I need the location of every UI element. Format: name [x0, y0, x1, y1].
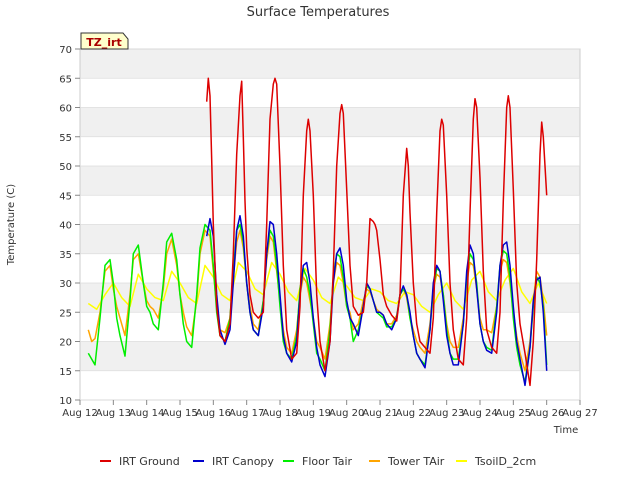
series-line-3 — [87, 229, 548, 372]
x-tick-label: Aug 21 — [362, 408, 397, 419]
x-tick-label: Aug 16 — [196, 408, 231, 419]
y-tick-label: 20 — [59, 338, 72, 349]
x-tick-label: Aug 14 — [129, 408, 164, 419]
legend-label: IRT Ground — [119, 455, 180, 468]
x-tick-label: Aug 15 — [162, 408, 197, 419]
x-tick-label: Aug 27 — [562, 408, 597, 419]
y-tick-label: 40 — [59, 221, 72, 232]
plot-band — [80, 224, 580, 254]
legend: IRT Ground IRT Canopy Floor Tair Tower TAir… — [100, 455, 536, 468]
y-axis-ticks: 10 15 20 25 30 35 40 45 50 55 60 65 70 — [59, 45, 80, 407]
plot-band — [80, 107, 580, 137]
series-lines — [87, 77, 548, 387]
y-tick-label: 65 — [59, 74, 72, 85]
plot-band — [80, 78, 580, 108]
x-tick-label: Aug 22 — [396, 408, 431, 419]
annotation-text: TZ_irt — [86, 36, 121, 49]
x-tick-label: Aug 13 — [96, 408, 131, 419]
y-tick-label: 50 — [59, 162, 72, 173]
plot-band — [80, 136, 580, 166]
y-tick-label: 30 — [59, 279, 72, 290]
plot-band — [80, 370, 580, 400]
legend-label: Tower TAir — [387, 455, 445, 468]
annotation-tag-shape — [80, 32, 129, 50]
x-tick-label: Aug 26 — [529, 408, 564, 419]
x-tick-label: Aug 19 — [296, 408, 331, 419]
legend-label: IRT Canopy — [212, 455, 274, 468]
y-tick-label: 10 — [59, 396, 72, 407]
plot-band — [80, 253, 580, 283]
y-tick-label: 55 — [59, 133, 72, 144]
plot-band — [80, 166, 580, 196]
y-tick-label: 15 — [59, 367, 72, 378]
y-tick-label: 35 — [59, 250, 72, 261]
x-tick-label: Aug 24 — [462, 408, 497, 419]
y-tick-label: 60 — [59, 104, 72, 115]
chart-title: Surface Temperatures — [247, 5, 390, 20]
series-line-4 — [87, 261, 548, 314]
legend-label: Floor Tair — [302, 455, 353, 468]
x-tick-label: Aug 20 — [329, 408, 364, 419]
x-tick-label: Aug 18 — [262, 408, 297, 419]
annotation-box: TZ_irt — [80, 32, 129, 50]
series-line-0 — [205, 77, 548, 387]
legend-label: TsoilD_2cm — [474, 455, 536, 468]
y-tick-label: 70 — [59, 45, 72, 56]
x-tick-label: Aug 17 — [229, 408, 264, 419]
y-tick-label: 25 — [59, 308, 72, 319]
y-axis-label: Temperature (C) — [6, 184, 17, 266]
x-axis-label: Time — [553, 425, 578, 436]
plot-band — [80, 49, 580, 79]
plot-band — [80, 195, 580, 225]
x-tick-label: Aug 12 — [62, 408, 97, 419]
y-tick-label: 45 — [59, 191, 72, 202]
x-tick-label: Aug 23 — [429, 408, 464, 419]
x-tick-label: Aug 25 — [496, 408, 531, 419]
